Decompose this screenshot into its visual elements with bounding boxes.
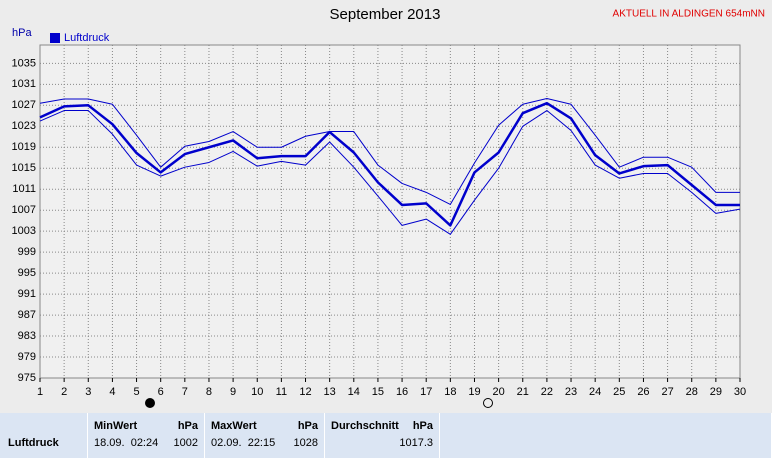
x-tick-label: 3: [85, 386, 91, 398]
min-value: 1002: [173, 437, 198, 449]
table-cell: Durchschnitt hPa 1017.3: [325, 413, 440, 458]
min-time: 18.09. 02:24: [94, 437, 159, 449]
data-line: [39, 110, 741, 235]
y-tick-label: 1007: [12, 204, 36, 216]
y-tick-label: 1035: [12, 57, 36, 69]
column-header: MinWert: [94, 420, 138, 432]
table-cell: MaxWert hPa 02.09. 22:15 1028: [205, 413, 325, 458]
column-unit: hPa: [412, 420, 433, 432]
x-tick-label: 15: [372, 386, 384, 398]
table-cell: MinWert hPa 18.09. 02:24 1002: [88, 413, 205, 458]
x-tick-label: 14: [348, 386, 360, 398]
x-tick-label: 7: [182, 386, 188, 398]
x-tick-label: 22: [541, 386, 553, 398]
x-tick-label: 27: [661, 386, 673, 398]
x-tick-label: 21: [517, 386, 529, 398]
y-tick-label: 999: [18, 246, 36, 258]
y-tick-label: 1011: [12, 183, 36, 195]
column-header: MaxWert: [211, 420, 257, 432]
x-tick-label: 9: [230, 386, 236, 398]
x-tick-label: 30: [734, 386, 746, 398]
moon-icon: [145, 398, 155, 408]
y-tick-label: 1019: [12, 141, 36, 153]
moon-icon: [483, 398, 493, 408]
y-tick-label: 1031: [12, 78, 36, 90]
x-tick-label: 18: [444, 386, 456, 398]
x-tick-label: 12: [299, 386, 311, 398]
x-tick-label: 17: [420, 386, 432, 398]
x-tick-label: 20: [492, 386, 504, 398]
y-axis-label: hPa: [12, 27, 32, 39]
x-tick-label: 2: [61, 386, 67, 398]
x-tick-label: 29: [710, 386, 722, 398]
column-header: Durchschnitt: [331, 420, 399, 432]
column-unit: hPa: [297, 420, 318, 432]
data-line: [39, 97, 740, 205]
row-label: Luftdruck: [8, 437, 59, 449]
x-tick-label: 23: [565, 386, 577, 398]
y-tick-label: 1015: [12, 162, 36, 174]
x-tick-label: 24: [589, 386, 601, 398]
y-tick-label: 1023: [12, 120, 36, 132]
y-tick-label: 975: [18, 372, 36, 384]
x-tick-label: 16: [396, 386, 408, 398]
y-tick-label: 983: [18, 330, 36, 342]
max-value: 1028: [293, 437, 318, 449]
data-line: [39, 101, 740, 227]
legend-label: Luftdruck: [64, 32, 110, 44]
chart-subtitle: AKTUELL IN ALDINGEN 654mNN: [613, 9, 765, 20]
x-tick-label: 8: [206, 386, 212, 398]
x-tick-label: 25: [613, 386, 625, 398]
chart: September 2013 AKTUELL IN ALDINGEN 654mN…: [12, 6, 765, 408]
x-tick-label: 28: [686, 386, 698, 398]
column-unit: hPa: [177, 420, 198, 432]
y-tick-label: 991: [18, 288, 36, 300]
avg-value: 1017.3: [399, 437, 433, 449]
x-tick-label: 4: [109, 386, 115, 398]
x-tick-label: 1: [37, 386, 43, 398]
y-tick-label: 1027: [12, 99, 36, 111]
y-tick-label: 979: [18, 351, 36, 363]
y-tick-label: 995: [18, 267, 36, 279]
table-cell: [440, 413, 772, 458]
x-tick-label: 26: [637, 386, 649, 398]
x-tick-label: 13: [324, 386, 336, 398]
x-tick-label: 19: [468, 386, 480, 398]
y-tick-label: 987: [18, 309, 36, 321]
chart-title: September 2013: [330, 6, 441, 23]
max-time: 02.09. 22:15: [211, 437, 276, 449]
x-tick-label: 10: [251, 386, 263, 398]
stats-table: Luftdruck MinWert hPa 18.09. 02:24 1002 MaxWe…: [0, 413, 772, 458]
table-cell: Luftdruck: [0, 413, 88, 458]
x-tick-label: 11: [276, 386, 287, 398]
x-tick-label: 6: [158, 386, 164, 398]
x-tick-label: 5: [133, 386, 139, 398]
legend-swatch: [50, 33, 60, 43]
y-tick-label: 1003: [12, 225, 36, 237]
